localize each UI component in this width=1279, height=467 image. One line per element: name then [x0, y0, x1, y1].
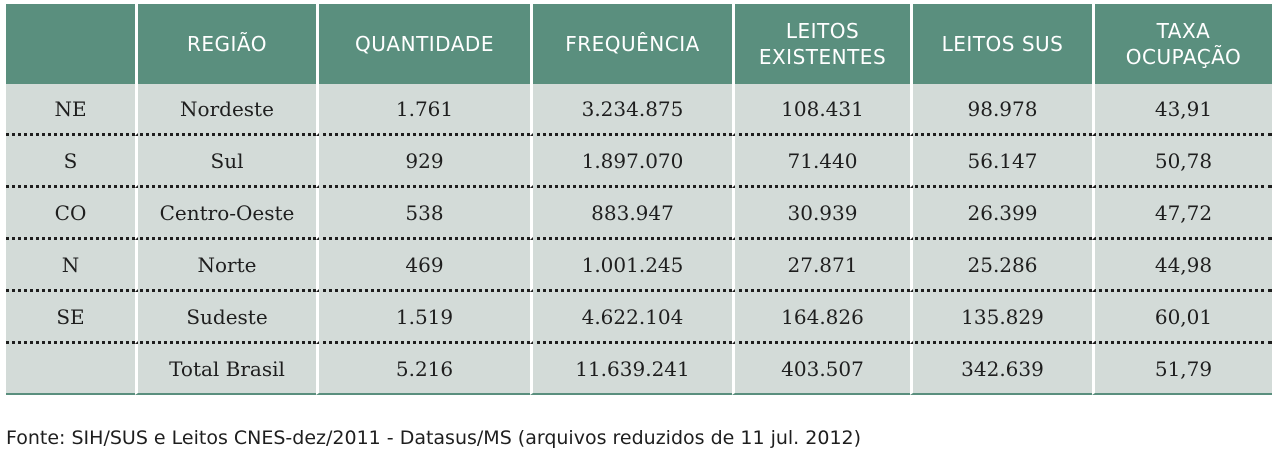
cell-frequencia: 3.234.875	[530, 84, 732, 136]
cell-code: S	[6, 136, 135, 188]
cell-code: SE	[6, 292, 135, 344]
table-row: N Norte 469 1.001.245 27.871 25.286 44,9…	[6, 240, 1272, 292]
cell-code: NE	[6, 84, 135, 136]
cell-frequencia: 1.897.070	[530, 136, 732, 188]
cell-code	[6, 344, 135, 395]
cell-taxa-ocupacao: 50,78	[1092, 136, 1272, 188]
cell-frequencia: 1.001.245	[530, 240, 732, 292]
cell-quantidade: 1.519	[316, 292, 530, 344]
header-leitos-existentes: LEITOS EXISTENTES	[732, 4, 910, 84]
cell-leitos-existentes: 108.431	[732, 84, 910, 136]
header-row: REGIÃO QUANTIDADE FREQUÊNCIA LEITOS EXIS…	[6, 4, 1272, 84]
regions-table: REGIÃO QUANTIDADE FREQUÊNCIA LEITOS EXIS…	[6, 4, 1272, 395]
cell-leitos-existentes: 71.440	[732, 136, 910, 188]
cell-regiao: Nordeste	[135, 84, 316, 136]
cell-leitos-existentes: 27.871	[732, 240, 910, 292]
header-regiao: REGIÃO	[135, 4, 316, 84]
cell-quantidade: 1.761	[316, 84, 530, 136]
cell-regiao: Total Brasil	[135, 344, 316, 395]
table-row: S Sul 929 1.897.070 71.440 56.147 50,78	[6, 136, 1272, 188]
cell-leitos-sus: 98.978	[910, 84, 1092, 136]
cell-taxa-ocupacao: 47,72	[1092, 188, 1272, 240]
source-note: Fonte: SIH/SUS e Leitos CNES-dez/2011 - …	[6, 427, 862, 449]
cell-quantidade: 5.216	[316, 344, 530, 395]
cell-leitos-sus: 26.399	[910, 188, 1092, 240]
header-taxa-ocupacao: TAXA OCUPAÇÃO	[1092, 4, 1272, 84]
table-row: NE Nordeste 1.761 3.234.875 108.431 98.9…	[6, 84, 1272, 136]
header-leitos-sus: LEITOS SUS	[910, 4, 1092, 84]
cell-code: CO	[6, 188, 135, 240]
table-row-total: Total Brasil 5.216 11.639.241 403.507 34…	[6, 344, 1272, 395]
table-row: SE Sudeste 1.519 4.622.104 164.826 135.8…	[6, 292, 1272, 344]
cell-taxa-ocupacao: 43,91	[1092, 84, 1272, 136]
cell-leitos-sus: 342.639	[910, 344, 1092, 395]
cell-regiao: Sudeste	[135, 292, 316, 344]
cell-leitos-sus: 56.147	[910, 136, 1092, 188]
cell-taxa-ocupacao: 51,79	[1092, 344, 1272, 395]
header-quantidade: QUANTIDADE	[316, 4, 530, 84]
cell-regiao: Centro-Oeste	[135, 188, 316, 240]
cell-frequencia: 883.947	[530, 188, 732, 240]
cell-leitos-existentes: 164.826	[732, 292, 910, 344]
data-table-container: REGIÃO QUANTIDADE FREQUÊNCIA LEITOS EXIS…	[6, 4, 1272, 395]
cell-code: N	[6, 240, 135, 292]
cell-taxa-ocupacao: 44,98	[1092, 240, 1272, 292]
cell-taxa-ocupacao: 60,01	[1092, 292, 1272, 344]
cell-leitos-sus: 25.286	[910, 240, 1092, 292]
cell-leitos-existentes: 30.939	[732, 188, 910, 240]
cell-frequencia: 4.622.104	[530, 292, 732, 344]
header-frequencia: FREQUÊNCIA	[530, 4, 732, 84]
cell-regiao: Sul	[135, 136, 316, 188]
cell-quantidade: 469	[316, 240, 530, 292]
cell-quantidade: 538	[316, 188, 530, 240]
cell-leitos-sus: 135.829	[910, 292, 1092, 344]
table-row: CO Centro-Oeste 538 883.947 30.939 26.39…	[6, 188, 1272, 240]
cell-regiao: Norte	[135, 240, 316, 292]
header-code	[6, 4, 135, 84]
cell-frequencia: 11.639.241	[530, 344, 732, 395]
cell-leitos-existentes: 403.507	[732, 344, 910, 395]
cell-quantidade: 929	[316, 136, 530, 188]
